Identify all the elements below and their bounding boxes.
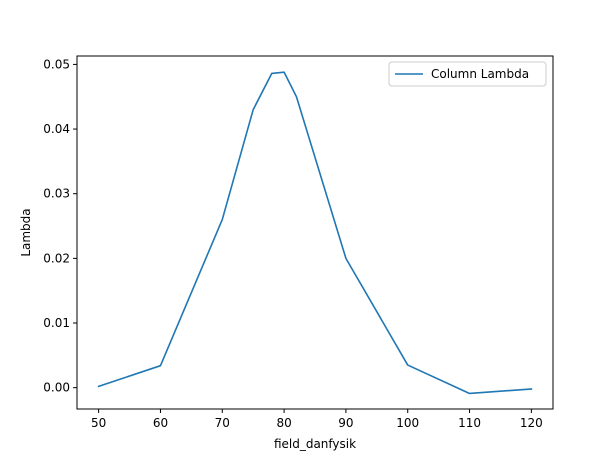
y-tick-label: 0.04 xyxy=(43,122,70,136)
x-tick-label: 90 xyxy=(338,416,353,430)
x-tick-label: 120 xyxy=(520,416,543,430)
x-tick-label: 100 xyxy=(396,416,419,430)
plot-area xyxy=(97,71,533,395)
y-tick-label: 0.00 xyxy=(43,381,70,395)
legend-label-0: Column Lambda xyxy=(431,67,529,81)
x-tick-label: 50 xyxy=(91,416,106,430)
y-tick-label: 0.01 xyxy=(43,316,70,330)
legend-box xyxy=(388,61,547,87)
y-axis-label: Lambda xyxy=(19,208,33,256)
y-tick-label: 0.03 xyxy=(43,187,70,201)
y-tick-label: 0.02 xyxy=(43,251,70,265)
legend: Column Lambda xyxy=(388,61,547,87)
x-tick-label: 80 xyxy=(276,416,291,430)
axes-frame xyxy=(76,55,554,410)
series-line-0 xyxy=(97,71,533,395)
x-tick-label: 60 xyxy=(153,416,168,430)
axes: 50 60 70 80 90 100 110 120 0.00 0.01 0.02 0.03 0.04 0… xyxy=(43,55,554,430)
x-tick-label: 70 xyxy=(215,416,230,430)
x-axis-label: field_danfysik xyxy=(274,437,356,451)
x-tick-label: 110 xyxy=(458,416,481,430)
y-tick-label: 0.05 xyxy=(43,57,70,71)
